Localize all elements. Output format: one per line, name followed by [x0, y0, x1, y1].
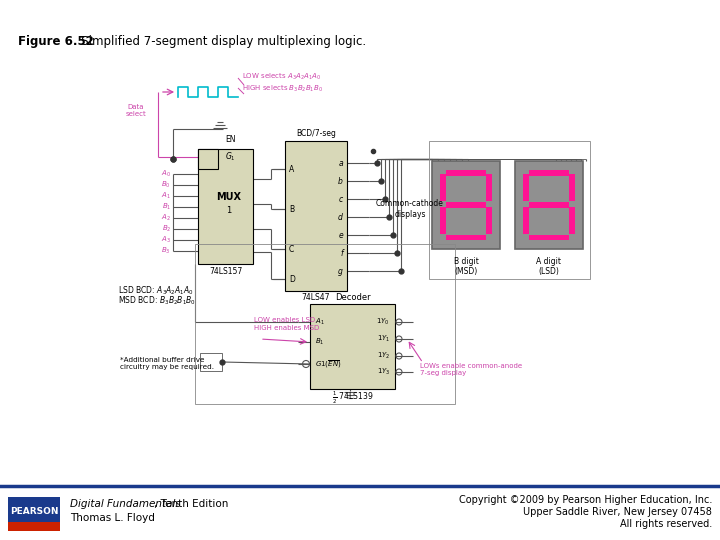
Bar: [446, 234, 487, 240]
Bar: [440, 207, 446, 233]
Bar: [195, 244, 455, 404]
Bar: [487, 207, 492, 233]
Bar: [528, 170, 570, 176]
Text: $B_3$: $B_3$: [161, 246, 171, 256]
Text: $B_0$: $B_0$: [161, 180, 171, 190]
Text: $1Y_3$: $1Y_3$: [377, 367, 390, 377]
Text: $G1(\overline{EN})$: $G1(\overline{EN})$: [315, 358, 341, 370]
Text: $A_2$: $A_2$: [161, 213, 171, 223]
Text: B: B: [289, 205, 294, 213]
Bar: [440, 174, 446, 201]
Bar: [429, 141, 590, 279]
Text: BCD/7-seg: BCD/7-seg: [296, 129, 336, 138]
Bar: [200, 353, 222, 371]
Text: Upper Saddle River, New Jersey 07458: Upper Saddle River, New Jersey 07458: [523, 507, 712, 517]
Text: Common-cathode
displays: Common-cathode displays: [376, 199, 444, 219]
Bar: [487, 174, 492, 201]
Bar: [198, 149, 253, 264]
Text: $\frac{1}{2}$ 74LS139: $\frac{1}{2}$ 74LS139: [332, 390, 374, 406]
Text: Decoder: Decoder: [335, 293, 370, 301]
Text: $A_1$: $A_1$: [161, 191, 171, 201]
Bar: [523, 174, 528, 201]
Text: 74LS47: 74LS47: [302, 294, 330, 302]
Bar: [198, 149, 218, 169]
Text: $A_0$: $A_0$: [161, 169, 171, 179]
Text: 74LS157: 74LS157: [209, 267, 242, 275]
Text: e: e: [338, 231, 343, 240]
Text: MUX: MUX: [216, 192, 241, 201]
Bar: [446, 170, 487, 176]
Text: *Additional buffer drive
circuitry may be required.: *Additional buffer drive circuitry may b…: [120, 357, 214, 370]
Text: MSD BCD: $B_3B_2B_1B_0$: MSD BCD: $B_3B_2B_1B_0$: [118, 295, 196, 307]
Text: $B_2$: $B_2$: [161, 224, 171, 234]
Text: c: c: [338, 194, 343, 204]
Bar: [570, 207, 575, 233]
Bar: [8, 497, 60, 531]
Text: g: g: [338, 267, 343, 275]
Text: f: f: [341, 248, 343, 258]
Text: $1Y_1$: $1Y_1$: [377, 334, 390, 344]
Text: $1Y_0$: $1Y_0$: [377, 317, 390, 327]
Text: A digit
(LSD): A digit (LSD): [536, 257, 562, 276]
Text: Thomas L. Floyd: Thomas L. Floyd: [70, 513, 155, 523]
Bar: [285, 141, 347, 291]
Text: $1Y_2$: $1Y_2$: [377, 351, 390, 361]
Bar: [310, 304, 395, 389]
Text: PEARSON: PEARSON: [10, 507, 58, 516]
Text: B digit
(MSD): B digit (MSD): [454, 257, 478, 276]
Bar: [515, 161, 583, 249]
Text: All rights reserved.: All rights reserved.: [620, 519, 712, 529]
Text: LSD BCD: $A_3A_2A_1A_0$: LSD BCD: $A_3A_2A_1A_0$: [118, 285, 194, 297]
Text: , Tenth Edition: , Tenth Edition: [154, 499, 228, 509]
Text: d: d: [338, 213, 343, 221]
Text: LOW selects $A_3A_2A_1A_0$: LOW selects $A_3A_2A_1A_0$: [242, 72, 321, 82]
Text: EN: EN: [225, 136, 235, 145]
Text: HIGH selects $B_3B_2B_1B_0$: HIGH selects $B_3B_2B_1B_0$: [242, 84, 323, 94]
Bar: [523, 207, 528, 233]
Bar: [528, 202, 570, 208]
Text: LOW enables LSD
HIGH enables MSD: LOW enables LSD HIGH enables MSD: [254, 318, 319, 330]
Text: $B_1$: $B_1$: [161, 202, 171, 212]
Text: A: A: [289, 165, 294, 173]
Bar: [432, 161, 500, 249]
Text: LOWs enable common-anode
7-seg display: LOWs enable common-anode 7-seg display: [420, 362, 522, 375]
Text: Copyright ©2009 by Pearson Higher Education, Inc.: Copyright ©2009 by Pearson Higher Educat…: [459, 495, 712, 505]
Text: C: C: [289, 245, 294, 253]
Text: D: D: [289, 274, 295, 284]
Text: Digital Fundamentals: Digital Fundamentals: [70, 499, 181, 509]
Bar: [8, 522, 60, 531]
Text: Figure 6.52: Figure 6.52: [18, 35, 94, 48]
Text: $B_1$: $B_1$: [315, 337, 325, 347]
Text: $A_1$: $A_1$: [315, 317, 325, 327]
Bar: [446, 202, 487, 208]
Text: b: b: [338, 177, 343, 186]
Text: Simplified 7-segment display multiplexing logic.: Simplified 7-segment display multiplexin…: [70, 35, 366, 48]
Text: $A_3$: $A_3$: [161, 235, 171, 245]
Text: Data
select: Data select: [125, 104, 146, 117]
Bar: [528, 234, 570, 240]
Bar: [570, 174, 575, 201]
Text: a: a: [338, 159, 343, 167]
Text: 1: 1: [226, 206, 231, 215]
Text: $G_1$: $G_1$: [225, 151, 236, 163]
